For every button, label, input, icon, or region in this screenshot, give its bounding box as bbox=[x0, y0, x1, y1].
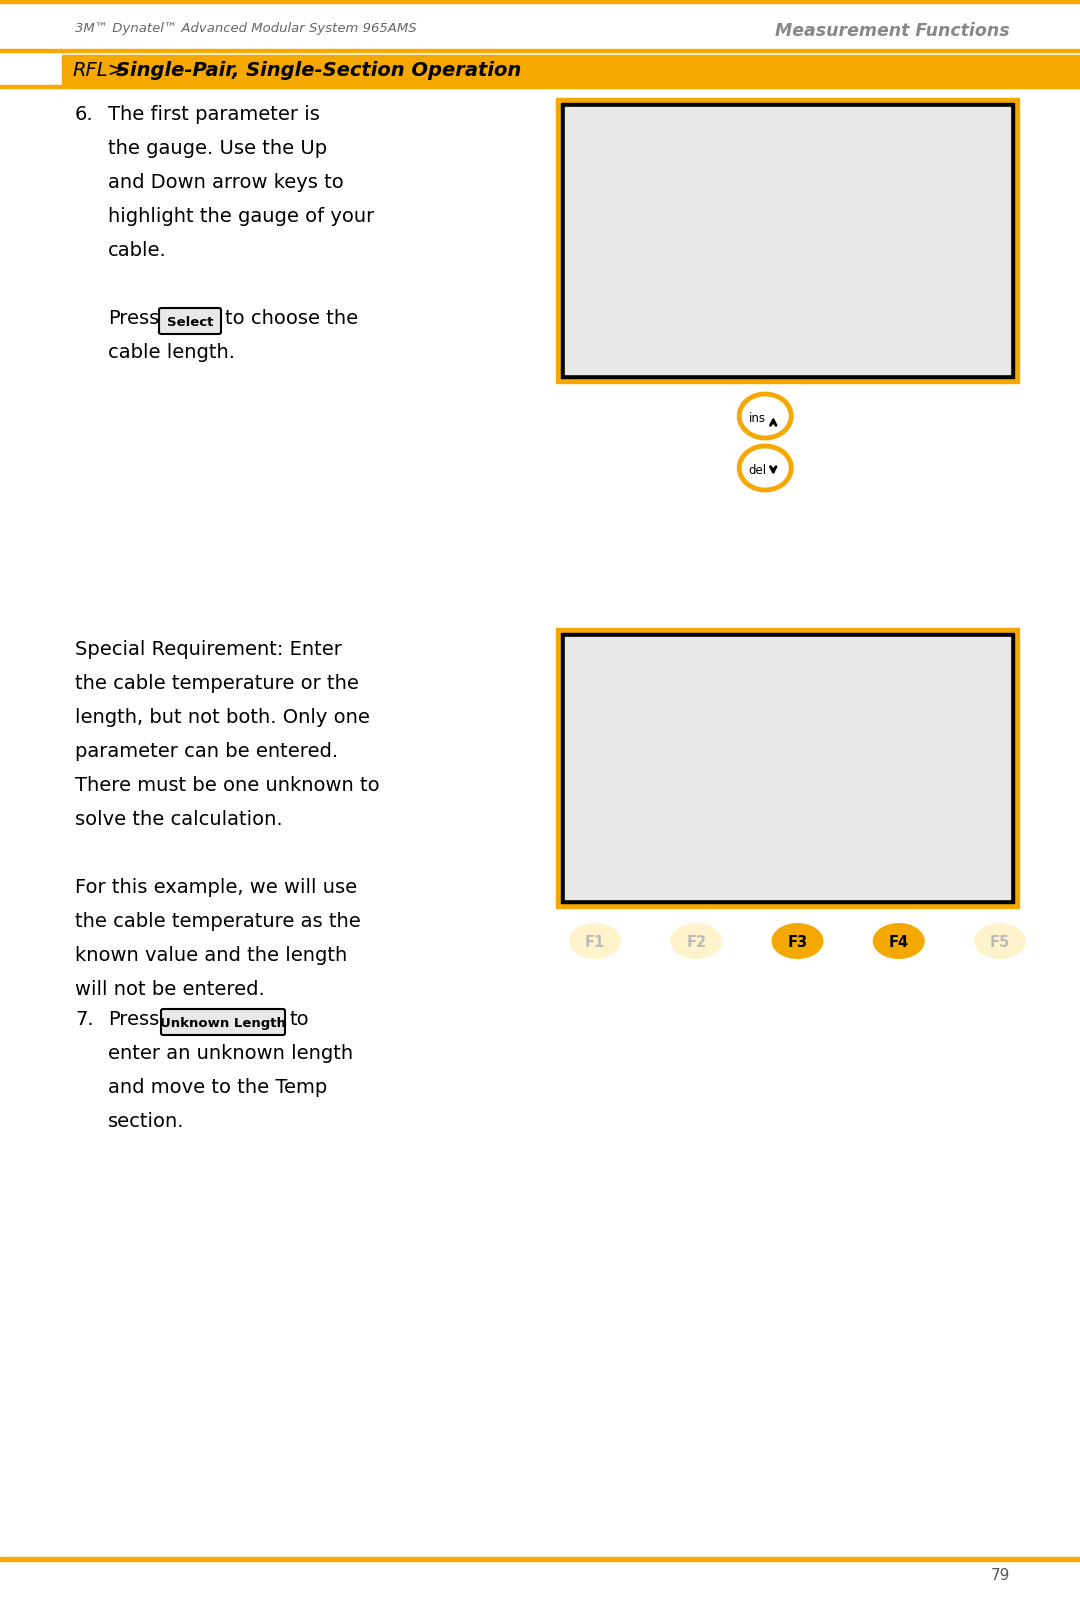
Bar bbox=[0, 85, 1080, 88]
Text: to choose the: to choose the bbox=[225, 309, 359, 328]
Text: the cable temperature or the: the cable temperature or the bbox=[75, 673, 359, 693]
Text: Press: Press bbox=[108, 309, 159, 328]
Bar bbox=[556, 628, 1020, 908]
Text: Press: Press bbox=[108, 1009, 159, 1028]
Text: the gauge. Use the Up: the gauge. Use the Up bbox=[108, 138, 327, 157]
Text: Unknown Length: Unknown Length bbox=[160, 1016, 286, 1028]
Text: For this example, we will use: For this example, we will use bbox=[75, 877, 357, 897]
Text: del: del bbox=[748, 464, 767, 477]
Text: Single-Pair, Single-Section Operation: Single-Pair, Single-Section Operation bbox=[116, 61, 522, 80]
Text: There must be one unknown to: There must be one unknown to bbox=[75, 776, 380, 794]
Ellipse shape bbox=[739, 395, 792, 439]
Text: length, but not both. Only one: length, but not both. Only one bbox=[75, 707, 369, 726]
Text: the cable temperature as the: the cable temperature as the bbox=[75, 911, 361, 930]
Text: and Down arrow keys to: and Down arrow keys to bbox=[108, 174, 343, 191]
Text: F2: F2 bbox=[686, 935, 706, 950]
Text: 6.: 6. bbox=[75, 104, 94, 124]
Text: parameter can be entered.: parameter can be entered. bbox=[75, 741, 338, 760]
Ellipse shape bbox=[974, 924, 1026, 959]
Bar bbox=[561, 633, 1014, 903]
Ellipse shape bbox=[671, 924, 723, 959]
Text: 79: 79 bbox=[990, 1567, 1010, 1581]
Bar bbox=[0, 0, 1080, 3]
Bar bbox=[565, 108, 1010, 374]
Text: F3: F3 bbox=[787, 935, 808, 950]
Text: The first parameter is: The first parameter is bbox=[108, 104, 320, 124]
Text: cable length.: cable length. bbox=[108, 342, 235, 362]
Text: 3M™ Dynatel™ Advanced Modular System 965AMS: 3M™ Dynatel™ Advanced Modular System 965… bbox=[75, 22, 417, 35]
Bar bbox=[62, 56, 1080, 85]
Text: section.: section. bbox=[108, 1112, 185, 1130]
FancyBboxPatch shape bbox=[159, 309, 221, 334]
Bar bbox=[0, 1557, 1080, 1560]
Ellipse shape bbox=[569, 924, 621, 959]
Text: F1: F1 bbox=[585, 935, 605, 950]
Bar bbox=[565, 638, 1010, 900]
Text: known value and the length: known value and the length bbox=[75, 945, 348, 964]
Bar bbox=[556, 100, 1020, 384]
Ellipse shape bbox=[873, 924, 924, 959]
Ellipse shape bbox=[771, 924, 824, 959]
Text: enter an unknown length: enter an unknown length bbox=[108, 1043, 353, 1062]
Text: and move to the Temp: and move to the Temp bbox=[108, 1077, 327, 1096]
FancyBboxPatch shape bbox=[161, 1009, 285, 1035]
Text: 7.: 7. bbox=[75, 1009, 94, 1028]
Text: ins: ins bbox=[748, 413, 766, 426]
Text: Measurement Functions: Measurement Functions bbox=[775, 22, 1010, 40]
Text: will not be entered.: will not be entered. bbox=[75, 979, 265, 998]
Bar bbox=[561, 104, 1014, 379]
Text: RFL>: RFL> bbox=[72, 61, 124, 80]
Text: to: to bbox=[289, 1009, 309, 1028]
Ellipse shape bbox=[739, 447, 792, 490]
Text: highlight the gauge of your: highlight the gauge of your bbox=[108, 207, 375, 227]
Text: cable.: cable. bbox=[108, 241, 166, 260]
Bar bbox=[0, 50, 1080, 53]
Text: F5: F5 bbox=[990, 935, 1010, 950]
Text: Select: Select bbox=[166, 315, 213, 328]
Text: Special Requirement: Enter: Special Requirement: Enter bbox=[75, 640, 342, 659]
Text: F4: F4 bbox=[889, 935, 908, 950]
Text: solve the calculation.: solve the calculation. bbox=[75, 810, 283, 829]
